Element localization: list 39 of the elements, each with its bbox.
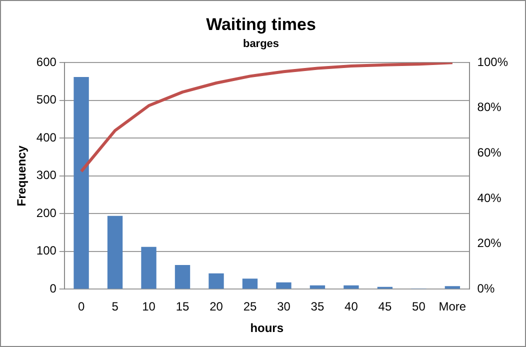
x-tick-label: More [438,300,466,314]
y-tick-label: 600 [36,54,57,69]
y-tick-label: 0 [50,282,57,296]
x-tick-label: 5 [112,300,119,314]
y2-tick-label: 0% [477,282,495,296]
chart-title: Waiting times [206,14,316,34]
bar [74,76,89,289]
bar [444,286,460,289]
y2-tick-label: 80% [477,100,502,114]
y2-tick-label: 20% [477,236,502,250]
x-tick-label: 35 [310,300,324,314]
y-axis-title: Frequency [14,145,29,206]
x-axis-title: hours [250,321,284,336]
x-tick-label: 40 [344,300,358,314]
x-tick-label: 30 [277,300,291,314]
x-tick-label: 25 [243,300,257,314]
bar [174,265,190,289]
bar [107,216,123,289]
x-tick-label: 20 [210,300,224,314]
x-tick-label: 0 [78,300,85,314]
y2-tick-label: 60% [477,146,502,160]
y-tick-label: 100 [36,244,57,258]
x-tick-label: 45 [378,300,392,314]
x-tick-label: 10 [142,300,156,314]
y-tick-label: 200 [36,206,57,220]
bar [344,285,359,289]
bar [276,282,292,289]
bar [208,273,224,289]
y2-tick-label: 100% [477,54,508,69]
y-tick-label: 500 [36,92,57,107]
x-tick-label: 50 [412,300,426,314]
bar [242,278,258,289]
bar [141,246,156,289]
y2-tick-label: 40% [477,190,502,205]
y-tick-label: 300 [36,168,57,182]
y-tick-label: 400 [36,130,57,144]
chart-subtitle: barges [242,38,280,50]
bar [310,285,326,289]
x-tick-label: 15 [176,300,190,314]
